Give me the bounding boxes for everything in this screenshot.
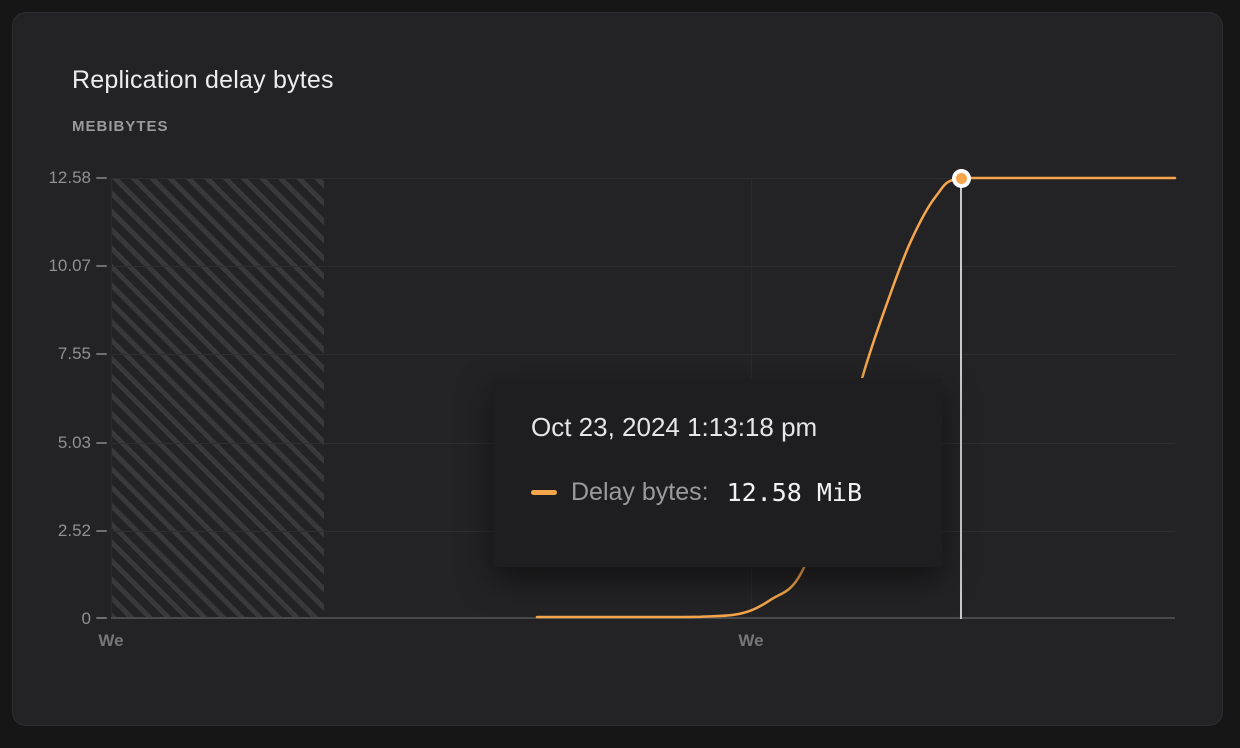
gridline — [111, 178, 1175, 179]
gridline-vertical — [111, 178, 112, 617]
gridline — [111, 266, 1175, 267]
y-axis-tick — [96, 442, 107, 444]
x-axis-label: We — [738, 631, 764, 650]
y-axis-label: 2.52 — [57, 521, 91, 540]
tooltip-timestamp: Oct 23, 2024 1:13:18 pm — [531, 412, 818, 442]
series-color-swatch — [531, 490, 557, 495]
chart-tooltip: Oct 23, 2024 1:13:18 pm Delay bytes: 12.… — [493, 378, 942, 567]
y-axis-tick — [96, 177, 107, 179]
chart-title: Replication delay bytes — [72, 66, 334, 94]
x-axis-label: We — [98, 631, 124, 650]
y-axis-tick — [96, 530, 107, 532]
y-axis-label: 5.03 — [57, 433, 91, 452]
no-data-hatch-region — [111, 178, 324, 619]
y-axis-tick — [96, 353, 107, 355]
y-axis-label: 12.58 — [48, 168, 91, 187]
y-axis-label: 7.55 — [57, 344, 91, 363]
y-axis-label: 10.07 — [48, 256, 91, 275]
chart-units-label: MEBIBYTES — [72, 118, 169, 135]
hover-crosshair-line — [960, 178, 963, 619]
y-axis-tick — [96, 617, 107, 619]
chart-card: Replication delay bytes MEBIBYTES 12.58 … — [12, 12, 1223, 726]
tooltip-series-value: 12.58 MiB — [726, 478, 863, 507]
hover-point-marker — [951, 168, 971, 188]
tooltip-series-label: Delay bytes: — [571, 478, 709, 506]
hover-point-marker-core — [955, 172, 967, 184]
gridline — [111, 354, 1175, 355]
tooltip-series-row: Delay bytes: 12.58 MiB — [531, 478, 904, 507]
y-axis-label: 0 — [81, 609, 91, 628]
y-axis-tick — [96, 265, 107, 267]
x-axis: We We — [98, 631, 1175, 655]
